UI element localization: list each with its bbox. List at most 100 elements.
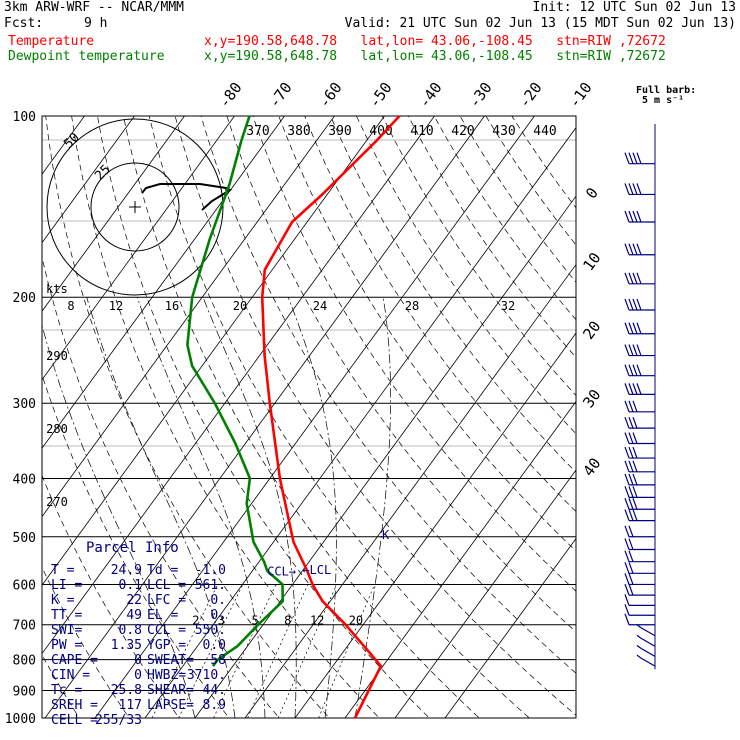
moist-adiabat-line	[136, 297, 266, 718]
mixing-ratio-label: 2	[192, 613, 199, 627]
parcel-value: 1.35	[111, 638, 142, 653]
isotherm-label: -60	[315, 79, 345, 111]
wind-barb	[624, 583, 655, 596]
theta-label: 370	[246, 124, 269, 139]
wind-barb	[624, 364, 655, 377]
theta-label: 390	[328, 124, 351, 139]
isotherm-label: 30	[579, 386, 604, 411]
theta-label: 430	[492, 124, 515, 139]
parcel-value: 49	[126, 608, 142, 623]
isotherm-line	[194, 195, 576, 718]
wind-barb	[624, 604, 655, 616]
parcel-value: 58	[210, 653, 226, 668]
mixing-ratio-label: 3	[218, 613, 225, 627]
parcel-key: PW =	[51, 638, 82, 653]
pressure-tick-label: 700	[13, 619, 36, 634]
parcel-key: EL =	[147, 608, 178, 623]
wind-barb	[624, 400, 655, 413]
wind-barb	[624, 538, 655, 551]
parcel-key: SHEAR=	[147, 683, 194, 698]
dry-adiabat-line	[252, 116, 576, 592]
dry-adiabat-line	[459, 116, 576, 283]
parcel-key: Tc =	[51, 683, 82, 698]
init-label: Init: 12 UTC Sun 02 Jun 13	[532, 0, 737, 15]
hodograph-tick-label: 8	[67, 299, 74, 313]
parcel-value: 22	[126, 593, 142, 608]
legend-temperature: Temperature	[8, 34, 95, 49]
isotherm-label: 40	[579, 455, 604, 480]
wind-barb	[624, 446, 655, 459]
wind-barb	[624, 432, 655, 445]
wind-barb	[624, 509, 655, 522]
wind-barb	[624, 573, 655, 586]
ccl-label: CCL→	[267, 565, 296, 579]
dry-adiabat-line	[356, 116, 576, 435]
parcel-info-title: Parcel Info	[86, 540, 179, 556]
parcel-key: K =	[51, 593, 75, 608]
isotherm-label: -20	[515, 79, 545, 111]
isotherm-label: 10	[579, 249, 604, 274]
isotherm-label: -10	[565, 79, 595, 111]
wind-barb	[624, 183, 655, 196]
dry-adiabat-line	[174, 116, 576, 716]
wind-barb	[624, 486, 655, 498]
hodograph-ring-50	[46, 118, 224, 296]
dry-adiabat-line	[45, 116, 330, 718]
barb-legend-line2: 5 m s⁻¹	[642, 95, 684, 106]
pressure-tick-label: 1000	[5, 712, 36, 727]
isotherm-line	[42, 116, 235, 381]
parcel-value: 24.9	[111, 563, 142, 578]
isotherm-line	[244, 263, 576, 718]
isotherm-line	[42, 116, 285, 449]
dewpoint-profile	[186, 115, 284, 667]
dry-adiabat-line	[226, 116, 576, 633]
parcel-key: CELL =	[51, 713, 98, 728]
wind-barb	[636, 654, 656, 667]
parcel-key: LCL =	[147, 578, 186, 593]
hodograph-tick-label: 16	[165, 299, 179, 313]
parcel-value: 8.9	[203, 698, 226, 713]
legend-dewpoint-info: x,y=190.58,648.78 lat,lon= 43.06,-108.45…	[204, 49, 666, 64]
dry-adiabat-line	[511, 116, 576, 209]
wind-barb	[624, 594, 655, 606]
pressure-tick-label: 800	[13, 654, 36, 669]
isotherm-line	[344, 400, 576, 718]
model-label: 3km ARW-WRF -- NCAR/MMM	[4, 0, 185, 15]
wind-barb	[624, 152, 655, 165]
pressure-tick-label: 900	[13, 684, 36, 699]
parcel-key: T =	[51, 563, 75, 578]
parcel-value: 25.8	[111, 683, 142, 698]
wind-barb	[624, 322, 655, 335]
isotherm-label: -40	[415, 79, 445, 111]
temperature-profile	[260, 115, 401, 719]
fcst-label: Fcst:	[4, 16, 44, 31]
pressure-tick-label: 500	[13, 531, 36, 546]
wind-barb	[624, 460, 655, 473]
theta-left-label: 290	[46, 349, 68, 363]
parcel-key: YGP =	[147, 638, 186, 653]
wind-barb	[636, 644, 656, 657]
legend-dewpoint: Dewpoint temperature	[8, 49, 165, 64]
isotherm-label: 0	[582, 184, 602, 202]
parcel-key: CIN =	[51, 668, 90, 683]
parcel-value: 0.	[210, 593, 226, 608]
parcel-value: 0.8	[119, 623, 142, 638]
parcel-value: 0.0	[203, 638, 226, 653]
pressure-tick-label: 600	[13, 578, 36, 593]
hodograph-ring-label: 50	[61, 130, 83, 152]
parcel-key: TT =	[51, 608, 82, 623]
theta-label: 410	[410, 124, 433, 139]
parcel-value: 550.	[195, 623, 226, 638]
parcel-key: SWI=	[51, 623, 82, 638]
dry-adiabat-line	[485, 116, 576, 246]
wind-barb	[624, 525, 655, 538]
isotherm-line	[294, 332, 576, 718]
wind-barb	[624, 272, 655, 285]
legend-temperature-info: x,y=190.58,648.78 lat,lon= 43.06,-108.45…	[204, 34, 666, 49]
mixing-ratio-label: 20	[349, 613, 363, 627]
hodograph-tick-label: 24	[313, 299, 327, 313]
parcel-value: 0.	[210, 608, 226, 623]
pressure-tick-label: 100	[13, 110, 36, 125]
isotherm-line	[42, 116, 135, 244]
